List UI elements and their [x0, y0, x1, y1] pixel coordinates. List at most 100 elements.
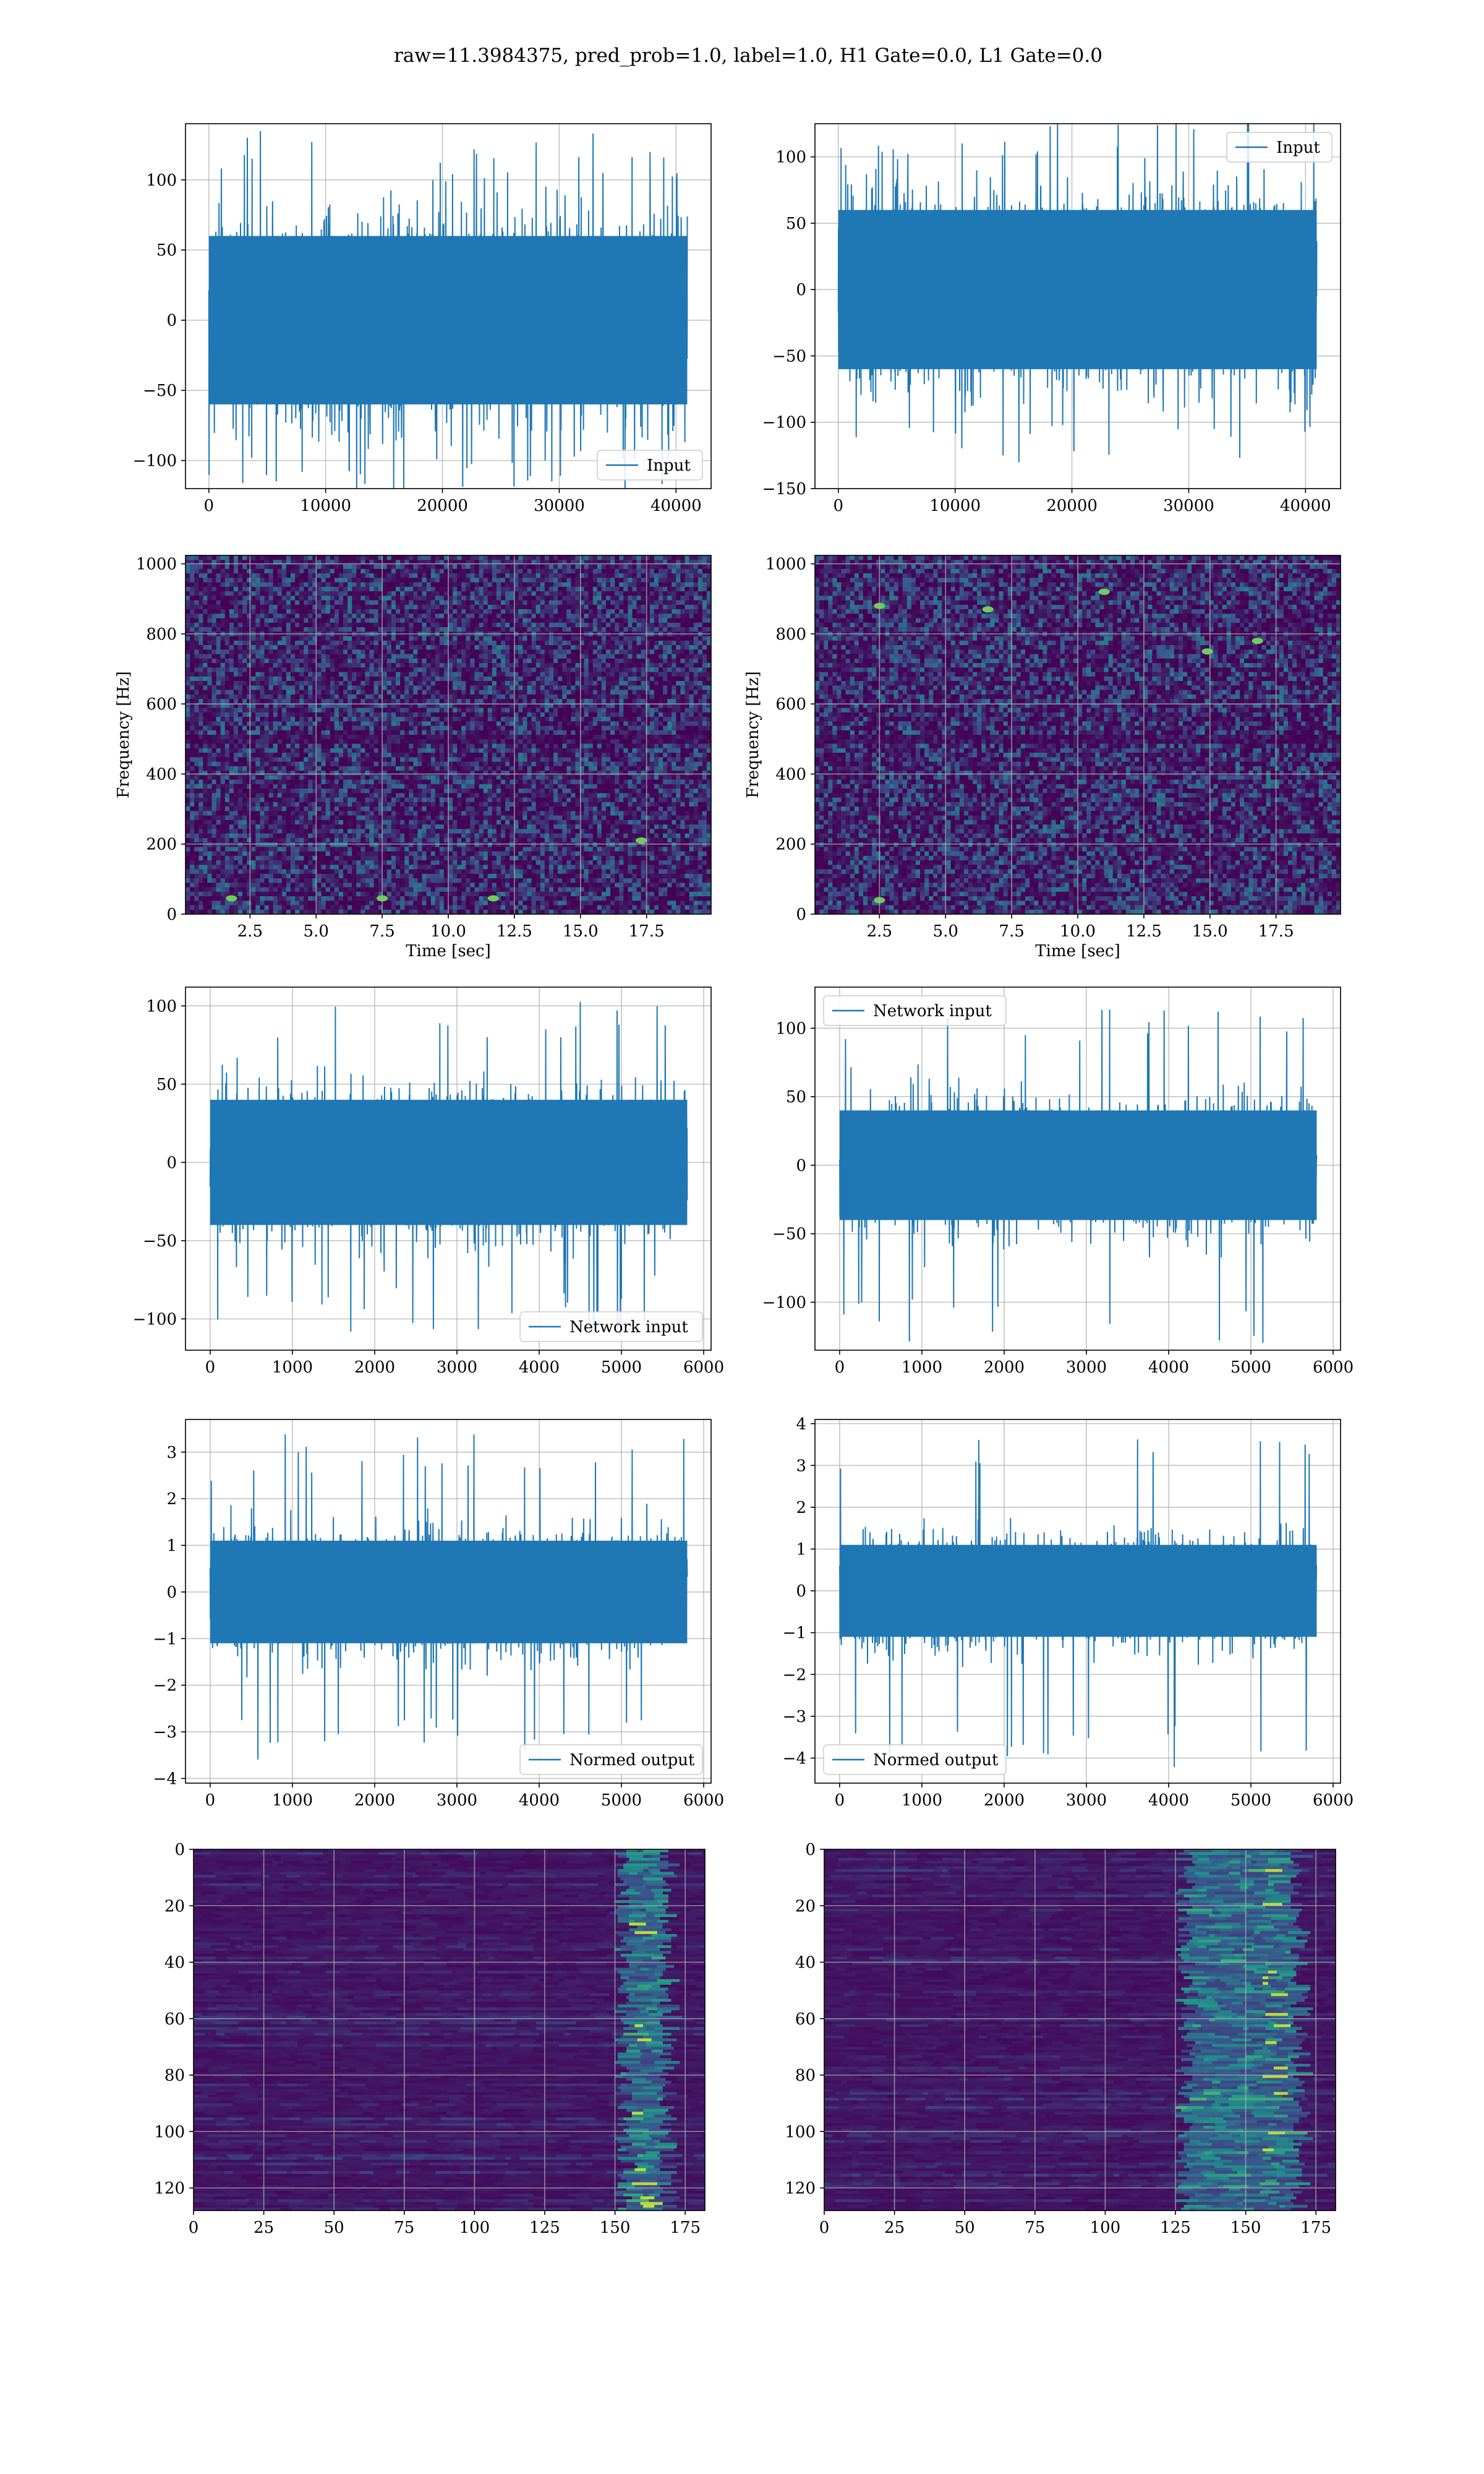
grid-lines	[186, 555, 711, 915]
y-tick-label: 60	[164, 2010, 185, 2029]
y-tick-label: 0	[796, 905, 806, 924]
x-tick-label: 75	[1025, 2219, 1045, 2237]
y-tick-label: −100	[133, 1310, 177, 1329]
y-tick-label: 0	[166, 1583, 177, 1602]
spectrogram-hotspot	[1252, 638, 1263, 644]
x-tick-label: 3000	[437, 1791, 477, 1810]
y-tick-label: 80	[795, 2066, 816, 2085]
x-tick-label: 50	[955, 2219, 975, 2237]
y-tick-label: 20	[164, 1897, 185, 1915]
y-tick-label: 120	[154, 2180, 185, 2198]
x-tick-label: 10.0	[430, 922, 466, 941]
y-tick-label: 80	[164, 2066, 185, 2085]
y-axis-label: Frequency [Hz]	[744, 671, 762, 798]
x-tick-label: 100	[1090, 2219, 1121, 2237]
x-tick-label: 100	[459, 2219, 490, 2237]
x-tick-label: 5000	[601, 1358, 642, 1377]
y-tick-label: −50	[772, 1225, 806, 1244]
x-tick-label: 7.5	[369, 922, 394, 941]
x-tick-label: 125	[529, 2219, 560, 2237]
signal-core-band	[839, 1544, 1317, 1637]
x-tick-label: 17.5	[629, 922, 665, 941]
l1-activation-map-axes: 0 25 50 75 100 125 150 175 0 20 40 60 80 100 120	[785, 1841, 1336, 2237]
legend: Network input	[519, 1311, 703, 1342]
y-tick-label: 4	[796, 1415, 806, 1434]
l1-input-axes: 0 10000 20000 30000 40000 −150 −100 −50 0 50 100 In…	[762, 123, 1341, 515]
y-axis-label: Frequency [Hz]	[114, 671, 133, 798]
x-tick-label: 12.5	[1126, 922, 1162, 941]
x-tick-label: 2000	[984, 1358, 1025, 1377]
legend-label: Network input	[873, 1002, 992, 1021]
y-tick-label: −1	[783, 1624, 806, 1643]
spectrogram-hotspot	[226, 895, 237, 902]
y-tick-label: 2	[796, 1499, 806, 1517]
x-tick-label: 40000	[1280, 497, 1331, 515]
x-tick-label: 15.0	[1192, 922, 1228, 941]
y-tick-label: 100	[775, 148, 806, 167]
x-tick-label: 10000	[929, 497, 981, 515]
x-tick-label: 7.5	[999, 922, 1024, 941]
y-tick-label: −100	[762, 1293, 806, 1312]
y-tick-label: 3	[796, 1457, 806, 1475]
axes-frame	[185, 987, 712, 1351]
y-tick-label: 1000	[136, 555, 177, 574]
axes-frame	[193, 1849, 706, 2211]
axes-frame	[814, 123, 1341, 489]
x-tick-label: 20000	[417, 497, 468, 515]
y-tick-label: −2	[153, 1677, 177, 1695]
x-tick-label: 40000	[650, 497, 702, 515]
x-tick-label: 0	[835, 1358, 845, 1377]
l1-normed-output-axes: 0 1000 2000 3000 4000 5000 6000 −4 −3 −2 −1 0 1 2 3 4 No…	[783, 1415, 1354, 1810]
y-tick-label: −100	[133, 452, 177, 471]
x-tick-label: 30000	[534, 497, 585, 515]
x-tick-label: 75	[394, 2219, 414, 2237]
heatmap-image	[824, 1849, 1336, 2211]
h1-activation-map-axes: 0 25 50 75 100 125 150 175 0 20 40 60 80 100 120	[154, 1841, 706, 2237]
x-tick-label: 1000	[902, 1791, 942, 1810]
h1-normed-output-axes: 0 1000 2000 3000 4000 5000 6000 −4 −3 −2 −1 0 1 2 3 Nor…	[153, 1419, 724, 1810]
spectrogram-hotspot	[1098, 588, 1110, 595]
x-tick-label: 0	[205, 1791, 216, 1810]
x-tick-label: 150	[600, 2219, 631, 2237]
y-tick-label: 0	[166, 312, 177, 330]
h1-network-input-axes: 0 1000 2000 3000 4000 5000 6000 −100 −50 0 50 100 Ne…	[133, 987, 724, 1377]
x-tick-label: 150	[1230, 2219, 1261, 2237]
x-tick-label: 1000	[902, 1358, 942, 1377]
y-tick-label: 600	[146, 695, 177, 714]
spectrogram-hotspot	[636, 837, 647, 844]
legend-label: Normed output	[873, 1751, 999, 1770]
x-tick-label: 6000	[683, 1791, 724, 1810]
y-tick-label: 40	[795, 1954, 816, 1972]
y-tick-label: 1	[166, 1537, 177, 1556]
y-tick-label: 0	[796, 281, 806, 299]
y-tick-label: 50	[156, 1076, 177, 1094]
axes-frame	[824, 1849, 1336, 2211]
heatmap-image	[194, 1849, 705, 2211]
y-tick-label: −100	[762, 414, 806, 432]
axes-frame	[185, 1419, 712, 1784]
x-tick-label: 6000	[683, 1358, 724, 1377]
x-tick-label: 50	[324, 2219, 344, 2237]
axes-frame	[814, 987, 1341, 1351]
legend: Input	[597, 450, 703, 481]
y-tick-label: −50	[143, 1232, 177, 1251]
x-tick-label: 4000	[1148, 1358, 1189, 1377]
x-tick-label: 2.5	[237, 922, 263, 941]
y-tick-label: 120	[785, 2180, 816, 2198]
h1-input-axes: 0 10000 20000 30000 40000 −100 −50 0 50 100 Input	[133, 123, 712, 515]
y-tick-label: −1	[153, 1630, 177, 1648]
y-tick-label: 100	[146, 171, 177, 190]
x-tick-label: 0	[834, 497, 844, 515]
x-tick-label: 12.5	[497, 922, 532, 941]
x-tick-label: 5000	[1230, 1358, 1271, 1377]
y-tick-label: 50	[786, 215, 806, 233]
x-tick-label: 175	[1300, 2219, 1331, 2237]
y-tick-label: −150	[762, 480, 806, 499]
y-tick-label: 100	[785, 2123, 816, 2141]
spectrogram-hotspot	[487, 895, 499, 902]
y-tick-label: 20	[795, 1897, 816, 1915]
y-tick-label: 200	[146, 836, 177, 854]
x-axis-label: Time [sec]	[406, 942, 491, 961]
y-tick-label: 1	[796, 1541, 806, 1559]
